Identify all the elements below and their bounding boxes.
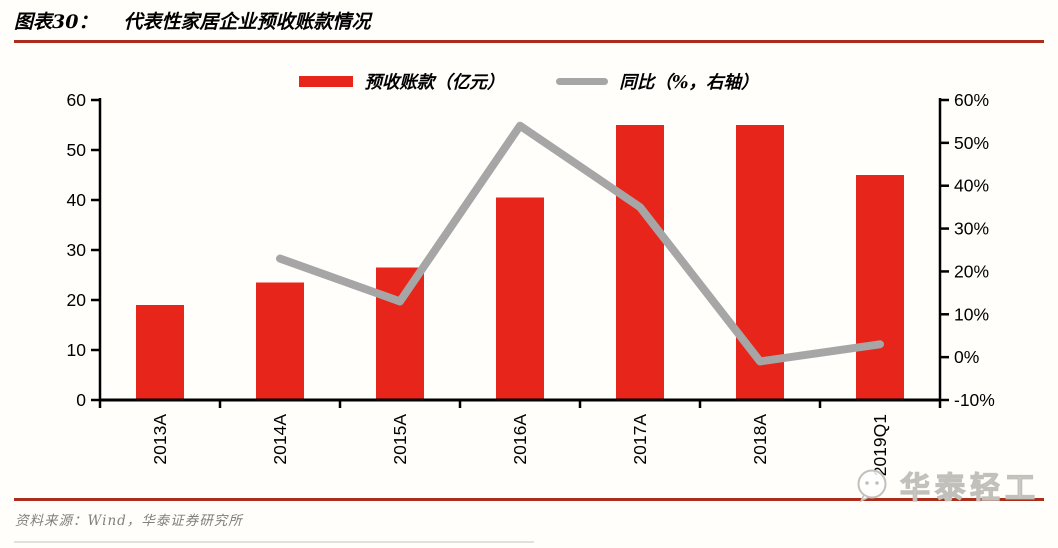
bar-2014A	[256, 282, 304, 400]
legend-label-line-series: 同比（%，右轴）	[619, 72, 759, 93]
x-tick-label-2014A: 2014A	[270, 414, 290, 465]
bar-series-swatch-icon	[299, 75, 354, 87]
right-axis-tick-label: 20%	[954, 261, 989, 281]
left-axis-tick-label: 40	[67, 190, 87, 210]
left-axis-tick-label: 20	[67, 290, 87, 310]
smiley-bubble-icon	[857, 469, 887, 503]
x-tick-label-2019Q1: 2019Q1	[870, 414, 890, 476]
legend-item-line-series: 同比（%，右轴）	[556, 69, 759, 94]
left-axis-tick-label: 50	[67, 140, 87, 160]
right-axis-tick-label: 30%	[954, 219, 989, 239]
x-tick-label-2017A: 2017A	[630, 414, 650, 465]
left-axis-tick-label: 0	[76, 390, 86, 410]
right-axis-tick-label: 10%	[954, 304, 989, 324]
page-edge-line	[14, 541, 534, 543]
legend-label-bar-series: 预收账款（亿元）	[364, 72, 505, 93]
right-axis-tick-label: 40%	[954, 176, 989, 196]
bar-2013A	[136, 305, 184, 400]
legend-item-bar-series: 预收账款（亿元）	[299, 69, 504, 94]
x-tick-label-2018A: 2018A	[750, 414, 770, 465]
figure-number-label: 图表30：	[14, 11, 98, 33]
figure-title: 代表性家居企业预收账款情况	[123, 11, 371, 33]
left-axis-tick-label: 10	[67, 340, 87, 360]
footer-rule	[14, 498, 1044, 501]
bar-2016A	[496, 197, 544, 400]
left-axis-tick-label: 60	[67, 90, 87, 110]
bar-2019Q1	[856, 175, 904, 400]
x-tick-label-2013A: 2013A	[150, 414, 170, 465]
left-axis-tick-label: 30	[67, 240, 87, 260]
figure-title-row: 图表30： 代表性家居企业预收账款情况	[14, 7, 370, 34]
right-axis-tick-label: 50%	[954, 133, 989, 153]
watermark: 华泰轻工	[850, 463, 1040, 507]
right-axis-tick-label: -10%	[954, 390, 995, 410]
yoy-line	[276, 121, 884, 366]
source-note: 资料来源：Wind，华泰证券研究所	[15, 513, 243, 529]
bar-2015A	[376, 267, 424, 400]
bar-2017A	[616, 125, 664, 400]
right-axis-tick-label: 0%	[954, 347, 979, 367]
x-tick-label-2016A: 2016A	[510, 414, 530, 465]
x-tick-label-2015A: 2015A	[390, 414, 410, 465]
right-axis-tick-label: 60%	[954, 90, 989, 110]
title-underline	[14, 40, 1044, 43]
line-series-swatch-icon	[556, 77, 609, 85]
bar-2018A	[736, 125, 784, 400]
watermark-text: 华泰轻工	[899, 470, 1040, 506]
chart-legend: 预收账款（亿元） 同比（%，右轴）	[0, 67, 1058, 95]
